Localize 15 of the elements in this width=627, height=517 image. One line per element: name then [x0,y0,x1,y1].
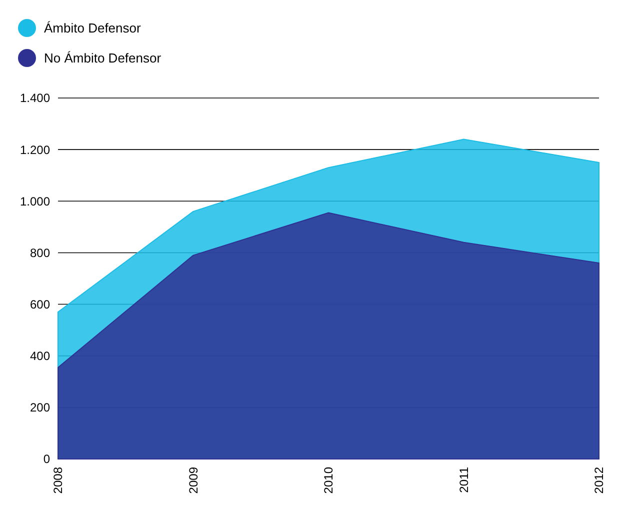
x-tick-label: 2012 [592,466,606,494]
legend-label: Ámbito Defensor [44,20,142,36]
x-tick-label: 2009 [186,466,200,494]
x-tick-label: 2011 [456,466,471,493]
y-tick-label: 200 [30,400,50,415]
y-tick-label: 0 [43,452,50,466]
x-tick-label: 2008 [51,466,66,494]
y-tick-label: 1.200 [20,142,50,157]
y-tick-label: 600 [30,297,50,312]
y-tick-label: 800 [30,246,50,260]
x-tick-label: 2010 [322,466,336,494]
y-tick-label: 400 [30,349,50,364]
y-tick-label: 1.400 [20,91,50,106]
legend-label: No Ámbito Defensor [44,50,162,66]
y-tick-label: 1.000 [20,194,50,208]
